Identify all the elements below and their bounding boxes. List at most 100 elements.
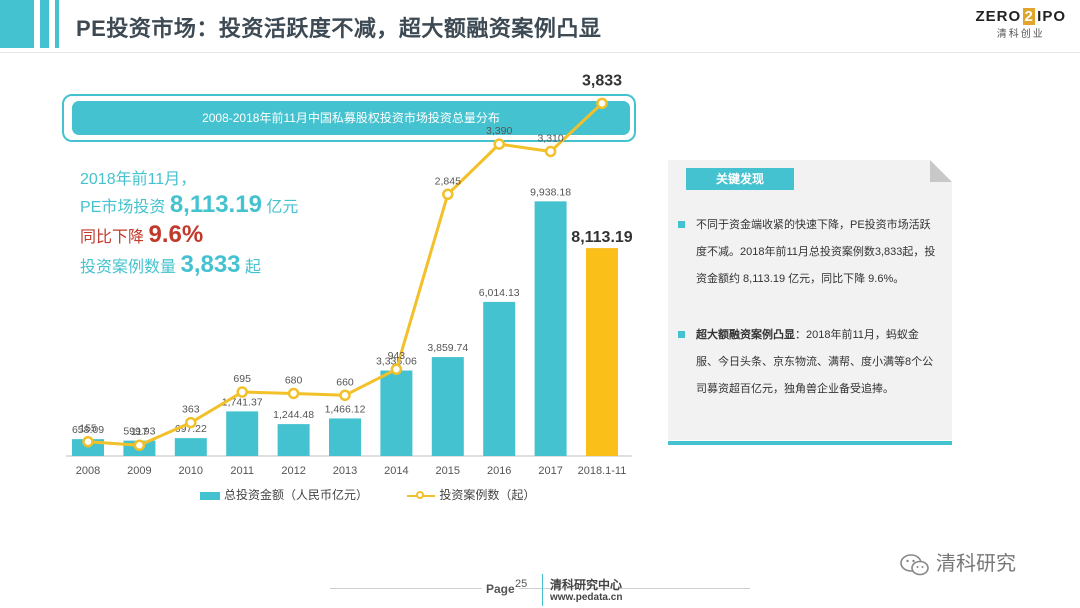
zero2ipo-logo: ZERO 2 IPO 清科创业 xyxy=(975,8,1066,40)
bar-data-label: 8,113.19 xyxy=(571,229,633,246)
bar-data-label: 1,466.12 xyxy=(325,403,366,415)
page-number: 25 xyxy=(515,578,528,590)
watermark-text: 清科研究 xyxy=(936,553,1016,575)
bar-data-label: 1,741.37 xyxy=(222,396,263,408)
footer-url: www.pedata.cn xyxy=(550,592,623,603)
x-tick-label: 2017 xyxy=(538,465,562,477)
logo-right: IPO xyxy=(1037,8,1066,25)
line-data-label: 3,833 xyxy=(582,72,622,89)
x-tick-label: 2015 xyxy=(436,465,460,477)
x-tick-label: 2013 xyxy=(333,465,357,477)
line-point xyxy=(236,386,248,398)
findings-background xyxy=(668,160,952,440)
summary-yoy-value: 9.6% xyxy=(148,221,204,248)
footer-org: 清科研究中心 xyxy=(550,578,623,592)
line-data-label: 695 xyxy=(233,373,251,385)
line-data-label: 155 xyxy=(79,423,97,435)
line-point xyxy=(133,439,146,451)
logo-subtitle: 清科创业 xyxy=(996,29,1045,40)
summary-yoy-label: 同比下降 xyxy=(80,229,145,246)
summary-pe-label: PE市场投资 xyxy=(80,199,166,216)
x-tick-label: 2016 xyxy=(487,465,511,477)
bar-data-label: 3,859.74 xyxy=(427,342,468,354)
line-data-label: 3,310 xyxy=(537,132,563,144)
summary-cases-label: 投资案例数量 xyxy=(80,259,177,276)
bar xyxy=(174,438,207,456)
findings-tag: 关键发现 xyxy=(686,168,794,190)
findings-underline xyxy=(668,441,952,445)
bar xyxy=(380,370,413,456)
bar-data-label: 9,938.18 xyxy=(530,186,571,198)
line-point xyxy=(544,145,557,158)
x-tick-label: 2011 xyxy=(230,465,254,477)
bar xyxy=(226,411,259,456)
chart-title-frame xyxy=(62,94,636,142)
summary-cases-row: 投资案例数量 3,833 起 xyxy=(80,251,298,279)
legend-bar-swatch xyxy=(200,491,220,500)
bar-data-label: 1,244.48 xyxy=(273,409,314,421)
bar-data-label: 658.09 xyxy=(72,424,104,436)
bar xyxy=(483,301,516,456)
line-point xyxy=(493,138,505,150)
summary-pe-row: PE市场投资 8,113.19 亿元 xyxy=(80,191,298,219)
x-tick-label: 2018.1-11 xyxy=(578,465,627,477)
bullet-icon xyxy=(678,221,685,228)
finding-text-2: ：2018年前11月，蚂蚁金服、今日头条、京东物流、满帮、度小满等8个公司募资超… xyxy=(696,329,934,395)
header-bar: PE投资市场：投资活跃度不减，超大额融资案例凸显 ZERO 2 IPO 清科创业 xyxy=(0,0,1080,53)
legend-line-label: 投资案例数（起） xyxy=(439,488,536,502)
line-point xyxy=(442,188,454,201)
line-data-label: 117 xyxy=(131,426,148,438)
summary-pe-unit: 亿元 xyxy=(266,199,299,216)
line-data-label: 660 xyxy=(336,376,354,388)
line-point xyxy=(287,387,300,400)
summary-cases-value: 3,833 xyxy=(180,251,241,278)
summary-block: 2018年前11月， PE市场投资 8,113.19 亿元 同比下降 9.6% … xyxy=(80,165,298,279)
bar xyxy=(586,248,618,456)
bar xyxy=(277,424,310,456)
wechat-watermark: 清科研究 xyxy=(900,547,1016,576)
bar-data-label: 3,336.06 xyxy=(376,356,417,368)
key-findings-panel: 关键发现 不同于资金端收紧的快速下降，PE投资市场活跃度不减。2018年前11月… xyxy=(668,160,952,446)
x-tick-label: 2010 xyxy=(179,465,203,477)
bar xyxy=(431,357,464,456)
bar xyxy=(534,201,567,456)
header-accent-block xyxy=(0,0,34,48)
finding-item-2: 超大额融资案例凸显：2018年前11月，蚂蚁金服、今日头条、京东物流、满帮、度小… xyxy=(678,322,938,403)
bar xyxy=(329,418,361,456)
line-point xyxy=(390,363,403,375)
line-point xyxy=(596,97,608,110)
x-tick-label: 2014 xyxy=(384,465,408,477)
summary-yoy-row: 同比下降 9.6% xyxy=(80,221,298,249)
line-data-label: 3,390 xyxy=(486,125,512,137)
header-accent-stripe xyxy=(40,0,49,48)
legend-line-swatch xyxy=(407,490,436,502)
summary-cases-unit: 起 xyxy=(244,259,261,276)
footer-rule xyxy=(330,588,750,589)
x-tick-label: 2012 xyxy=(281,465,305,477)
bar-data-label: 599.93 xyxy=(123,426,155,438)
footer-page-label: Page xyxy=(482,582,519,596)
logo-mid: 2 xyxy=(1023,8,1036,25)
line-data-label: 943 xyxy=(388,350,406,362)
x-tick-label: 2009 xyxy=(127,465,151,477)
logo-left: ZERO xyxy=(975,8,1022,25)
bar-data-label: 6,014.13 xyxy=(479,287,520,299)
line-data-label: 680 xyxy=(285,374,303,386)
line-point xyxy=(82,435,94,448)
header-accent-stripe-thin xyxy=(55,0,59,48)
line-point xyxy=(185,416,197,429)
finding-text-1: 不同于资金端收紧的快速下降，PE投资市场活跃度不减。2018年前11月总投资案例… xyxy=(696,219,936,285)
summary-pe-value: 8,113.19 xyxy=(169,191,262,218)
line-data-label: 363 xyxy=(182,404,200,416)
line-data-label: 2,845 xyxy=(435,175,461,187)
chart-title: 2008-2018年前11月中国私募股权投资市场投资总量分布 xyxy=(72,101,630,135)
chart-legend: 总投资金额（人民币亿元） 投资案例数（起） xyxy=(200,486,535,503)
finding-item-1: 不同于资金端收紧的快速下降，PE投资市场活跃度不减。2018年前11月总投资案例… xyxy=(678,212,938,293)
finding-bold-2: 超大额融资案例凸显 xyxy=(696,329,795,341)
wechat-icon xyxy=(900,553,929,576)
bullet-icon xyxy=(678,331,685,338)
footer-divider xyxy=(542,574,543,606)
page-fold-corner xyxy=(930,160,952,182)
line-point xyxy=(339,389,351,402)
